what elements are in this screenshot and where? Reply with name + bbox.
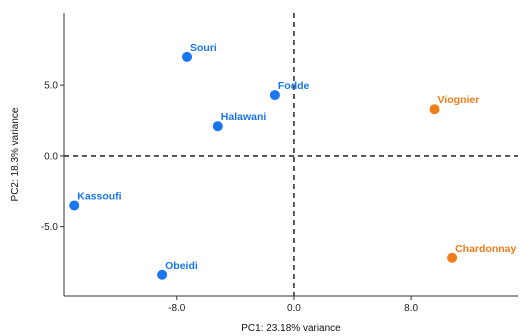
data-point-label: Halawani (221, 111, 267, 123)
x-axis-title: PC1: 23.18% variance (241, 323, 341, 334)
axes: -8.0 0.0 8.0 5.0 0.0 -5.0 (41, 13, 518, 314)
x-tick-label: 0.0 (287, 303, 301, 314)
x-tick-label: 8.0 (404, 303, 418, 314)
y-axis-title: PC2: 18.3% variance (10, 107, 21, 201)
data-point (429, 104, 440, 115)
data-point (69, 200, 80, 211)
y-tick-label: -5.0 (41, 222, 59, 233)
data-point (269, 90, 280, 101)
data-point-label: Kassoufi (77, 190, 121, 202)
x-tick-label: -8.0 (168, 303, 186, 314)
data-point (212, 121, 223, 132)
data-point-label: Souri (190, 42, 217, 54)
data-point (157, 269, 168, 280)
data-points: Souri Fodde Halawani Kassoufi Obeidi Viognier… (69, 42, 517, 280)
y-tick-label: 0.0 (44, 151, 58, 162)
zero-lines (64, 13, 518, 296)
plot-area (64, 13, 518, 296)
data-point-label: Chardonnay (455, 243, 516, 255)
y-tick-label: 5.0 (44, 81, 58, 92)
data-point-label: Viognier (438, 94, 480, 106)
data-point (182, 51, 193, 62)
data-point (447, 252, 458, 263)
data-point-label: Obeidi (165, 260, 198, 272)
data-point-label: Fodde (278, 80, 310, 92)
